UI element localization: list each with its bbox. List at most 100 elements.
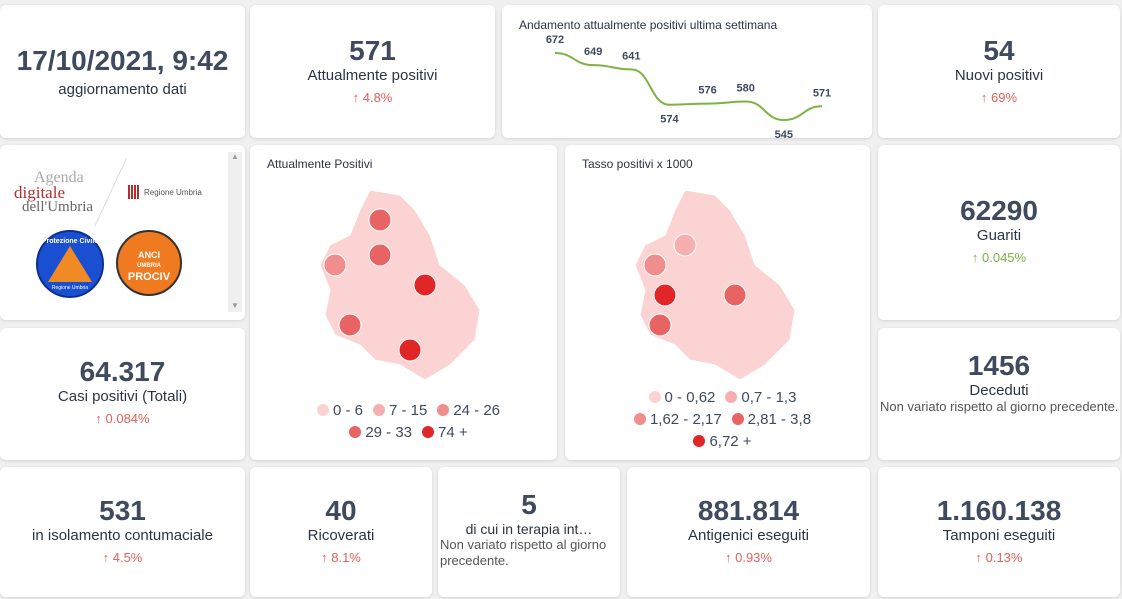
map-legend: 0 - 6 7 - 15 24 - 26 29 - 33 74 + <box>250 400 557 444</box>
scrollbar[interactable]: ▲ ▼ <box>228 152 242 312</box>
data-label: 580 <box>737 83 755 95</box>
trend-chart-card: Andamento attualmente positivi ultima se… <box>502 5 872 138</box>
ricoverati-card: 40 Ricoverati ↑ 8.1% <box>250 467 432 597</box>
logo-text: dell'Umbria <box>22 199 94 215</box>
antigenici-change: ↑ 0.93% <box>725 550 772 565</box>
logo-text: Protezione Civile <box>41 238 99 245</box>
map-legend: 0 - 0,62 0,7 - 1,3 1,62 - 2,17 2,81 - 3,8 6,… <box>565 387 870 453</box>
legend-label: 2,81 - 3,8 <box>747 411 812 428</box>
legend-dot-icon <box>316 404 329 416</box>
scroll-up-icon[interactable]: ▲ <box>231 152 239 161</box>
legend-label: 0,7 - 1,3 <box>741 389 797 406</box>
data-label: 649 <box>584 46 602 58</box>
municipality[interactable] <box>673 233 697 257</box>
logo-text: PROCIV <box>127 271 171 283</box>
nuovi-label: Nuovi positivi <box>954 67 1044 84</box>
positivi-change: ↑ 4.8% <box>352 90 393 105</box>
municipality[interactable] <box>653 283 677 307</box>
nuovi-card: 54 Nuovi positivi ↑ 69% <box>878 5 1120 138</box>
legend-item: 7 - 15 <box>363 402 427 419</box>
terapia-note: Non variato rispetto al giorno precedent… <box>440 537 607 568</box>
municipality[interactable] <box>323 253 347 277</box>
update-card: 17/10/2021, 9:42 aggiornamento dati <box>0 5 245 138</box>
antigenici-value: 881.814 <box>697 495 800 526</box>
legend-dot-icon <box>349 426 362 438</box>
legend-item: 74 + <box>412 424 468 441</box>
data-label: 641 <box>622 50 640 62</box>
umbria-map-positivi[interactable] <box>250 165 557 395</box>
data-label: 545 <box>775 129 793 138</box>
positivi-value: 571 <box>349 35 396 66</box>
guariti-label: Guariti <box>976 227 1022 244</box>
legend-dot-icon <box>725 391 738 403</box>
municipality[interactable] <box>723 283 747 307</box>
legend-item: 1,62 - 2,17 <box>624 411 722 428</box>
scroll-down-icon[interactable]: ▼ <box>231 301 239 310</box>
data-label: 574 <box>660 114 679 126</box>
legend-dot-icon <box>731 413 744 425</box>
legend-dot-icon <box>422 426 435 438</box>
legend-dot-icon <box>693 435 706 447</box>
isolamento-value: 531 <box>99 495 146 526</box>
municipality[interactable] <box>413 273 437 297</box>
deceduti-card: 1456 Deceduti Non variato rispetto al gi… <box>878 328 1120 460</box>
data-label: 571 <box>813 87 831 99</box>
legend-item: 2,81 - 3,8 <box>722 411 811 428</box>
legend-label: 29 - 33 <box>365 424 413 441</box>
legend-dot-icon <box>437 404 450 416</box>
map-positivi-card: Attualmente Positivi 0 - 6 7 - 15 24 - 26 2… <box>250 145 557 460</box>
legend-item: 6,72 + <box>683 433 752 450</box>
nuovi-change: ↑ 69% <box>980 90 1018 105</box>
casi-card: 64.317 Casi positivi (Totali) ↑ 0.084% <box>0 328 245 460</box>
legend-item: 0,7 - 1,3 <box>715 389 796 406</box>
legend-dot-icon <box>372 404 385 416</box>
logos-card: Agenda digitale dell'Umbria Regione Umbr… <box>0 145 245 320</box>
logo-text: UMBRIA <box>137 263 161 269</box>
legend-dot-icon <box>633 413 646 425</box>
legend-item: 24 - 26 <box>427 402 500 419</box>
tamponi-label: Tamponi eseguiti <box>942 527 1056 544</box>
logo-text: Agenda <box>34 169 84 186</box>
municipality[interactable] <box>398 338 422 362</box>
data-label: 672 <box>546 34 564 46</box>
tamponi-card: 1.160.138 Tamponi eseguiti ↑ 0.13% <box>878 467 1120 597</box>
guariti-card: 62290 Guariti ↑ 0.045% <box>878 145 1120 320</box>
logo-text: Regione Umbria <box>51 285 89 291</box>
isolamento-change: ↑ 4.5% <box>102 550 143 565</box>
logo-text: Regione Umbria <box>144 187 202 197</box>
legend-label: 7 - 15 <box>388 402 428 419</box>
casi-label: Casi positivi (Totali) <box>57 388 188 405</box>
positivi-label: Attualmente positivi <box>307 67 438 84</box>
isolamento-card: 531 in isolamento contumaciale ↑ 4.5% <box>0 467 245 597</box>
logo-text: digitale <box>14 183 65 202</box>
anci-prociv-logo: ANCI UMBRIA PROCIV <box>116 230 182 296</box>
municipality[interactable] <box>648 313 672 337</box>
regione-flag-icon <box>128 185 140 199</box>
legend-label: 24 - 26 <box>453 402 501 419</box>
antigenici-card: 881.814 Antigenici eseguiti ↑ 0.93% <box>627 467 870 597</box>
terapia-value: 5 <box>521 489 537 520</box>
ricoverati-change: ↑ 8.1% <box>321 550 361 565</box>
terapia-label: di cui in terapia int… <box>465 521 593 537</box>
update-label: aggiornamento dati <box>58 81 187 98</box>
legend-label: 74 + <box>438 424 468 441</box>
antigenici-label: Antigenici eseguiti <box>688 527 809 544</box>
positivi-card: 571 Attualmente positivi ↑ 4.8% <box>250 5 495 138</box>
legend-item: 29 - 33 <box>339 424 412 441</box>
regione-umbria-logo: Regione Umbria <box>128 185 202 199</box>
legend-label: 0 - 0,62 <box>664 389 716 406</box>
deceduti-note: Non variato rispetto al giorno precedent… <box>880 399 1119 414</box>
umbria-map-tasso[interactable] <box>565 165 870 395</box>
map-tasso-card: Tasso positivi x 1000 0 - 0,62 0,7 - 1,3 1… <box>565 145 870 460</box>
legend-label: 0 - 6 <box>332 402 363 419</box>
municipality[interactable] <box>368 243 392 267</box>
region-outline <box>634 189 796 381</box>
update-date: 17/10/2021, 9:42 <box>16 45 229 76</box>
municipality[interactable] <box>643 253 667 277</box>
municipality[interactable] <box>338 313 362 337</box>
municipality[interactable] <box>368 208 392 232</box>
region-outline <box>319 189 481 381</box>
tamponi-value: 1.160.138 <box>936 495 1062 526</box>
logo-text: ANCI <box>138 250 160 260</box>
divider <box>94 158 127 227</box>
